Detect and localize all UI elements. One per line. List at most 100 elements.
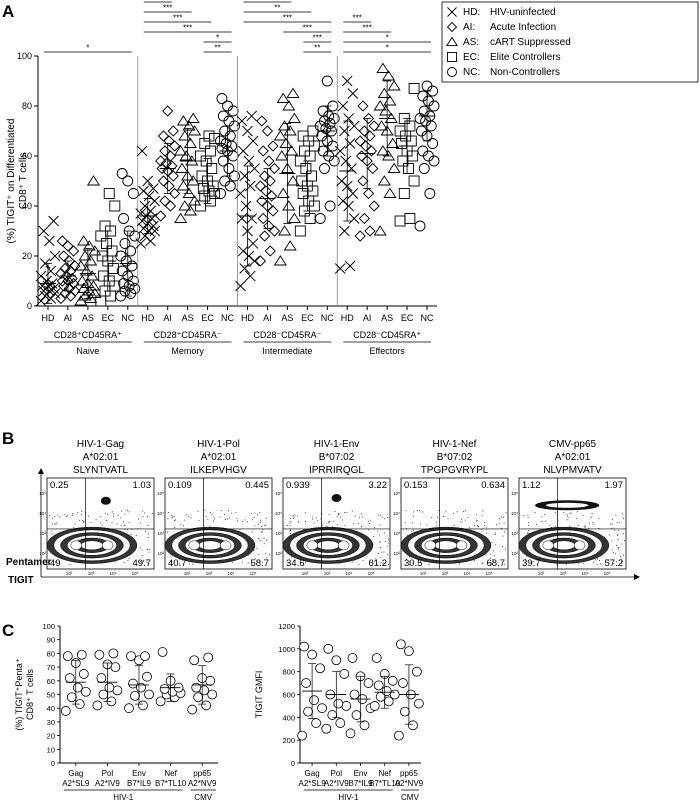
quadrant-value-ll: 49 xyxy=(50,558,61,569)
flow-event xyxy=(491,563,493,565)
flow-event xyxy=(611,549,613,551)
x-tick-label: NC xyxy=(321,313,334,323)
flow-event xyxy=(336,524,338,526)
x-tick-label: HD xyxy=(141,313,154,323)
flow-contour-core xyxy=(338,540,350,551)
data-point-as xyxy=(387,80,401,91)
flow-event xyxy=(142,561,144,562)
data-point-nc xyxy=(427,138,439,149)
data-point xyxy=(335,718,346,728)
flow-event xyxy=(266,539,267,541)
flow-event xyxy=(265,517,267,519)
flow-event xyxy=(171,564,172,566)
significance-star: *** xyxy=(163,4,172,13)
flow-pentamer-cluster xyxy=(100,496,111,505)
flow-event xyxy=(52,523,53,525)
x-stroke xyxy=(243,155,255,167)
data-point-as xyxy=(376,62,390,73)
flow-event xyxy=(374,560,376,562)
flow-event xyxy=(171,514,173,516)
data-point-as xyxy=(175,162,189,173)
y-tick-label: 400 xyxy=(282,713,295,722)
data-point-ai xyxy=(357,175,369,187)
flow-event xyxy=(185,514,187,516)
data-point-ai xyxy=(258,170,271,182)
x-stroke xyxy=(149,195,161,207)
significance-star: *** xyxy=(263,0,272,3)
data-point-ec xyxy=(199,138,211,149)
flow-event xyxy=(174,519,176,521)
data-point-hd xyxy=(236,213,248,224)
data-point-as xyxy=(278,225,292,236)
data-point-ai xyxy=(358,125,371,137)
flow-event xyxy=(566,519,568,521)
data-point-ai xyxy=(268,225,281,237)
data-point-ai xyxy=(155,155,167,167)
data-point-hd xyxy=(343,113,354,124)
data-point-ai xyxy=(56,275,68,287)
x-tick-label: AI xyxy=(363,313,372,323)
data-point-hd xyxy=(344,260,356,272)
flow-plot-title: SLYNTVATL xyxy=(73,465,128,476)
flow-event xyxy=(241,521,243,522)
quadrant-value-ur: 1.03 xyxy=(133,480,152,491)
y-tick-label: 90 xyxy=(47,636,55,645)
flow-event xyxy=(303,529,305,530)
x-stroke xyxy=(38,225,50,237)
flow-event xyxy=(209,526,211,528)
group-label: CD28⁺CD45RA⁺ xyxy=(54,330,122,340)
x-stroke xyxy=(339,125,350,137)
flow-x-tick: 10⁵ xyxy=(368,571,375,576)
x-stroke xyxy=(145,205,156,217)
y-tick-label: 60 xyxy=(47,677,55,686)
flow-event xyxy=(618,522,620,524)
data-point-hd xyxy=(138,185,149,197)
flow-event xyxy=(404,522,406,524)
flow-event xyxy=(56,522,58,524)
flow-event xyxy=(374,558,376,560)
data-point-nc xyxy=(217,110,229,122)
data-point xyxy=(80,686,91,697)
flow-event xyxy=(128,522,130,524)
data-point xyxy=(359,720,370,731)
y-tick-label: 10 xyxy=(47,745,55,754)
x-tick-label: AI xyxy=(163,313,172,323)
significance-star: *** xyxy=(283,14,292,23)
data-point-ec xyxy=(404,213,416,224)
data-point-as xyxy=(82,285,96,296)
x-stroke xyxy=(45,265,57,277)
flow-contour-core xyxy=(456,540,468,551)
data-point xyxy=(309,695,320,706)
data-point-as xyxy=(377,175,391,186)
flow-x-tick: 10² xyxy=(66,571,73,576)
data-point-hd xyxy=(340,155,352,167)
data-point-ai xyxy=(164,200,177,212)
legend-text: HIV-uninfected xyxy=(490,7,556,18)
x-tick-sublabel: A2*SL9 xyxy=(299,779,327,788)
significance-star: *** xyxy=(313,34,322,43)
flow-event xyxy=(419,509,421,511)
data-point-nc xyxy=(314,213,326,224)
data-point-as xyxy=(286,175,300,186)
data-point-ai xyxy=(55,292,67,305)
data-point-as xyxy=(86,175,101,186)
flow-event xyxy=(577,525,579,527)
data-point xyxy=(189,655,200,666)
flow-event xyxy=(55,561,57,563)
data-point-hd xyxy=(45,265,57,277)
data-point-ec xyxy=(394,215,406,227)
flow-event xyxy=(428,563,430,565)
flow-event xyxy=(369,519,371,521)
flow-y-tick: 10² xyxy=(511,551,518,556)
flow-event xyxy=(148,551,150,553)
data-point-as xyxy=(376,145,390,156)
flow-event xyxy=(167,512,169,514)
data-point-ai xyxy=(263,155,275,167)
flow-event xyxy=(294,560,296,562)
flow-event xyxy=(622,533,624,534)
flow-event xyxy=(116,523,118,525)
flow-event xyxy=(368,523,370,524)
data-point xyxy=(128,678,138,689)
flow-event xyxy=(387,517,388,519)
quadrant-value-ll: 34.6 xyxy=(286,558,305,569)
